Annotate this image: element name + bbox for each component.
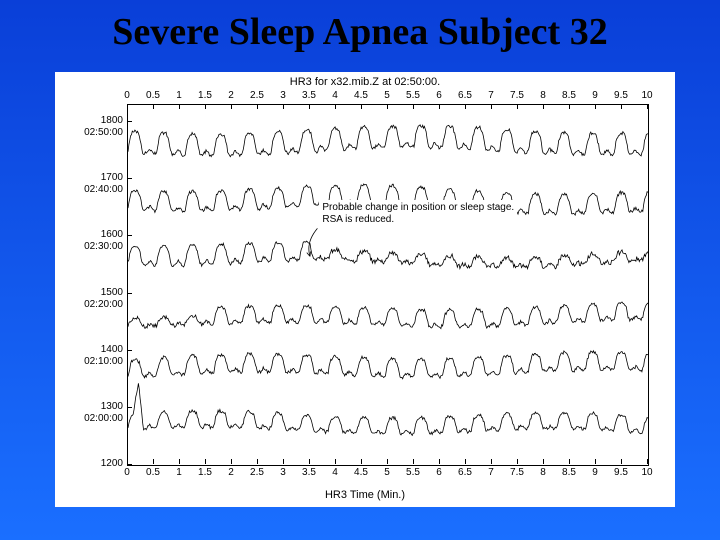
xtick-top-8.5: 8.5	[562, 90, 576, 101]
ytick-val-1700: 1700	[75, 173, 123, 183]
xtick-top-1: 1	[176, 90, 182, 101]
xtick-top-5: 5	[384, 90, 390, 101]
chart-title: HR3 for x32.mib.Z at 02:50:00.	[55, 76, 675, 88]
xtick-top-4: 4	[332, 90, 338, 101]
xtick-top-5.5: 5.5	[406, 90, 420, 101]
plot-svg	[128, 105, 648, 465]
ytick-time-02:00:00: 02:00:00	[75, 414, 123, 424]
xtick-bottom-1.5: 1.5	[198, 467, 212, 478]
annotation-line2: RSA is reduced.	[322, 214, 394, 225]
xtick-top-7.5: 7.5	[510, 90, 524, 101]
xtick-bottom-0.5: 0.5	[146, 467, 160, 478]
ytick-val-1800: 1800	[75, 116, 123, 126]
xtick-top-0: 0	[124, 90, 130, 101]
xtick-bottom-7.5: 7.5	[510, 467, 524, 478]
ytick-val-1200: 1200	[75, 459, 123, 469]
xtick-bottom-4.5: 4.5	[354, 467, 368, 478]
xtick-bottom-6: 6	[436, 467, 442, 478]
xtick-bottom-2.5: 2.5	[250, 467, 264, 478]
xtick-top-8: 8	[540, 90, 546, 101]
xtick-bottom-4: 4	[332, 467, 338, 478]
xtick-top-0.5: 0.5	[146, 90, 160, 101]
xtick-top-3.5: 3.5	[302, 90, 316, 101]
xtick-top-6.5: 6.5	[458, 90, 472, 101]
ytick-val-1500: 1500	[75, 288, 123, 298]
plot-box	[127, 104, 649, 466]
ytick-val-1600: 1600	[75, 230, 123, 240]
xtick-top-2.5: 2.5	[250, 90, 264, 101]
xtick-top-9: 9	[592, 90, 598, 101]
x-axis-label: HR3 Time (Min.)	[55, 489, 675, 501]
xtick-bottom-5: 5	[384, 467, 390, 478]
xtick-bottom-8.5: 8.5	[562, 467, 576, 478]
ytick-time-02:40:00: 02:40:00	[75, 185, 123, 195]
xtick-bottom-1: 1	[176, 467, 182, 478]
xtick-bottom-9.5: 9.5	[614, 467, 628, 478]
xtick-bottom-2: 2	[228, 467, 234, 478]
ytick-time-02:20:00: 02:20:00	[75, 300, 123, 310]
xtick-top-6: 6	[436, 90, 442, 101]
annotation-box: Probable change in position or sleep sta…	[319, 200, 517, 228]
xtick-bottom-8: 8	[540, 467, 546, 478]
xtick-bottom-3.5: 3.5	[302, 467, 316, 478]
slide-title: Severe Sleep Apnea Subject 32	[0, 10, 720, 54]
xtick-bottom-10: 10	[641, 467, 652, 478]
xtick-bottom-0: 0	[124, 467, 130, 478]
xtick-top-1.5: 1.5	[198, 90, 212, 101]
ytick-time-02:50:00: 02:50:00	[75, 128, 123, 138]
annotation-line1: Probable change in position or sleep sta…	[322, 202, 514, 213]
ytick-val-1300: 1300	[75, 402, 123, 412]
xtick-top-3: 3	[280, 90, 286, 101]
ytick-time-02:10:00: 02:10:00	[75, 357, 123, 367]
xtick-bottom-5.5: 5.5	[406, 467, 420, 478]
chart-area: HR3 for x32.mib.Z at 02:50:00. HR or HR …	[55, 72, 675, 507]
xtick-top-4.5: 4.5	[354, 90, 368, 101]
slide: Severe Sleep Apnea Subject 32 HR3 for x3…	[0, 0, 720, 540]
ytick-time-02:30:00: 02:30:00	[75, 242, 123, 252]
xtick-bottom-9: 9	[592, 467, 598, 478]
ytick-val-1400: 1400	[75, 345, 123, 355]
xtick-top-9.5: 9.5	[614, 90, 628, 101]
xtick-top-10: 10	[641, 90, 652, 101]
xtick-bottom-6.5: 6.5	[458, 467, 472, 478]
xtick-bottom-3: 3	[280, 467, 286, 478]
xtick-top-2: 2	[228, 90, 234, 101]
xtick-top-7: 7	[488, 90, 494, 101]
xtick-bottom-7: 7	[488, 467, 494, 478]
